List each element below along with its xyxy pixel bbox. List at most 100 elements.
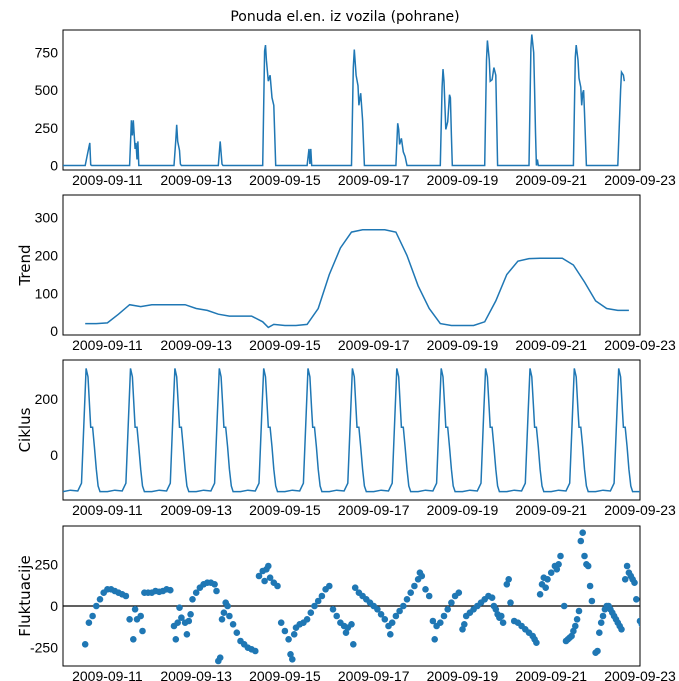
scatter-point <box>167 586 174 594</box>
scatter-point <box>122 592 130 600</box>
scatter-point <box>575 607 583 615</box>
scatter-point <box>277 619 285 626</box>
scatter-point <box>374 606 381 613</box>
scatter-point <box>573 616 581 623</box>
scatter-point <box>216 654 224 661</box>
scatter-point <box>226 612 233 620</box>
scatter-point <box>581 552 588 560</box>
subplot-1: 2009-09-11 2009-09-13 2009-09-15 2009-09-17… <box>16 194 676 353</box>
y-tick-label: 200 <box>35 391 59 407</box>
scatter-point <box>623 562 631 570</box>
y-tick-label: 0 <box>50 447 58 463</box>
scatter-point <box>425 592 433 600</box>
scatter-point <box>444 606 452 613</box>
scatter-point <box>311 602 318 610</box>
scatter-point <box>348 621 355 628</box>
scatter-point <box>307 609 315 616</box>
subplots: 2009-09-11 2009-09-13 2009-09-15 2009-09-17… <box>16 29 676 681</box>
scatter-point <box>381 616 389 623</box>
scatter-point <box>213 587 220 595</box>
series-line <box>85 229 629 329</box>
x-tick-label: 2009-09-21 <box>515 172 587 188</box>
x-tick-label: 2009-09-23 <box>604 337 676 353</box>
scatter-point <box>131 606 139 613</box>
scatter-point <box>342 629 350 636</box>
plot-area <box>85 229 629 329</box>
scatter-point <box>536 591 544 598</box>
scatter-point <box>577 537 585 545</box>
scatter-point <box>289 656 296 663</box>
scatter-point <box>572 622 579 630</box>
y-tick-label: 100 <box>35 285 59 301</box>
x-tick-label: 2009-09-19 <box>427 668 499 681</box>
y-tick-label: 0 <box>50 323 58 339</box>
y-tick-label: 750 <box>35 45 59 61</box>
y-tick-label: 250 <box>35 120 59 136</box>
series-line <box>63 368 640 493</box>
y-axis-label: Fluktuacije <box>16 555 34 636</box>
scatter-point <box>93 602 100 610</box>
scatter-point <box>392 612 400 620</box>
scatter-point <box>333 612 341 620</box>
scatter-point <box>560 602 568 610</box>
x-tick-label: 2009-09-13 <box>160 668 232 681</box>
scatter-point <box>505 576 512 583</box>
scatter-point <box>137 612 144 620</box>
scatter-point <box>126 616 133 623</box>
scatter-point <box>403 596 411 603</box>
x-tick-label: 2009-09-13 <box>160 502 232 518</box>
scatter-point <box>638 621 640 628</box>
scatter-point <box>265 562 272 570</box>
scatter-point <box>318 592 326 600</box>
scatter-point <box>192 589 200 596</box>
scatter-point <box>411 582 418 590</box>
scatter-point <box>631 579 638 586</box>
scatter-point <box>429 617 437 625</box>
x-tick-label: 2009-09-11 <box>72 337 143 353</box>
scatter-point <box>172 636 180 643</box>
x-tick-label: 2009-09-17 <box>338 668 410 681</box>
scatter-point <box>85 619 93 626</box>
scatter-point <box>507 599 514 606</box>
scatter-point <box>503 581 511 588</box>
scatter-point <box>596 629 603 636</box>
scatter-point <box>329 606 337 613</box>
scatter-point <box>89 612 96 620</box>
scatter-point <box>185 617 193 625</box>
scatter-point <box>418 572 426 580</box>
x-tick-label: 2009-09-15 <box>249 502 321 518</box>
scatter-point <box>553 566 561 573</box>
scatter-point <box>176 604 183 611</box>
scatter-point <box>174 619 181 626</box>
scatter-point <box>642 614 649 621</box>
scatter-point <box>130 636 137 643</box>
y-tick-label: 0 <box>50 157 58 173</box>
x-tick-label: 2009-09-11 <box>72 172 143 188</box>
plot-area <box>63 529 649 665</box>
x-tick-label: 2009-09-23 <box>604 668 676 681</box>
scatter-point <box>498 612 505 620</box>
scatter-point <box>400 602 407 610</box>
scatter-point <box>255 572 263 580</box>
scatter-point <box>229 621 237 628</box>
scatter-point <box>437 619 444 626</box>
scatter-point <box>588 597 596 605</box>
subplot-2: 2009-09-11 2009-09-13 2009-09-15 2009-09-17… <box>16 359 676 518</box>
x-tick-label: 2009-09-15 <box>249 172 321 188</box>
scatter-point <box>586 582 594 590</box>
chart-title: Ponuda el.en. iz vozila (pohrane) <box>230 9 459 25</box>
scatter-point <box>252 647 259 655</box>
x-tick-label: 2009-09-23 <box>604 502 676 518</box>
scatter-point <box>499 619 507 626</box>
subplot-3: 2009-09-11 2009-09-13 2009-09-15 2009-09-17… <box>16 525 676 681</box>
y-tick-label: 500 <box>35 82 59 98</box>
scatter-point <box>314 597 322 605</box>
scatter-point <box>448 599 455 606</box>
scatter-point <box>547 569 555 576</box>
scatter-point <box>584 562 592 570</box>
x-tick-label: 2009-09-15 <box>249 668 321 681</box>
scatter-point <box>388 619 396 626</box>
scatter-point <box>281 627 289 635</box>
scatter-point <box>544 576 551 583</box>
scatter-point <box>594 647 601 655</box>
